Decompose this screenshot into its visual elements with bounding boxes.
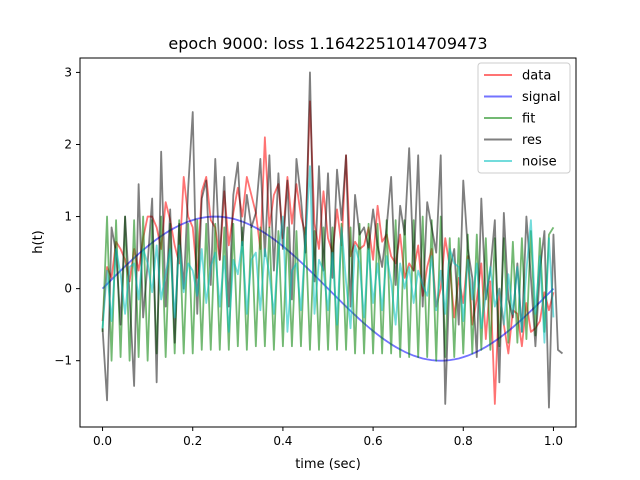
x-axis-label: time (sec) bbox=[295, 457, 361, 472]
legend-label-noise: noise bbox=[522, 155, 557, 170]
y-tick-label: 3 bbox=[64, 65, 72, 79]
x-tick-label: 0.4 bbox=[273, 434, 292, 448]
legend-label-fit: fit bbox=[522, 112, 535, 127]
plot-frame bbox=[79, 57, 577, 428]
y-tick-label: 0 bbox=[64, 282, 72, 296]
series-line-noise bbox=[101, 165, 555, 344]
legend-label-signal: signal bbox=[522, 90, 560, 105]
x-tick-label: 0.0 bbox=[93, 434, 112, 448]
x-tick-label: 1.0 bbox=[544, 434, 563, 448]
y-tick-label: 2 bbox=[64, 137, 72, 151]
x-tick-label: 0.2 bbox=[183, 434, 202, 448]
legend-label-res: res bbox=[522, 133, 542, 148]
series-line-signal bbox=[101, 215, 555, 362]
y-tick-label: −1 bbox=[54, 354, 72, 368]
legend-label-data: data bbox=[522, 69, 551, 84]
series-layer bbox=[101, 71, 564, 409]
y-axis-label: h(t) bbox=[31, 230, 46, 253]
legend: data signal fit res noise bbox=[477, 62, 571, 174]
y-axis: −1 0 1 2 3 bbox=[54, 65, 80, 368]
x-tick-label: 0.8 bbox=[454, 434, 473, 448]
x-tick-label: 0.6 bbox=[364, 434, 383, 448]
y-tick-label: 1 bbox=[64, 210, 72, 224]
x-axis: 0.0 0.2 0.4 0.6 0.8 1.0 bbox=[93, 427, 563, 448]
chart-title: epoch 9000: loss 1.1642251014709473 bbox=[168, 34, 487, 53]
legend-box bbox=[477, 62, 571, 174]
